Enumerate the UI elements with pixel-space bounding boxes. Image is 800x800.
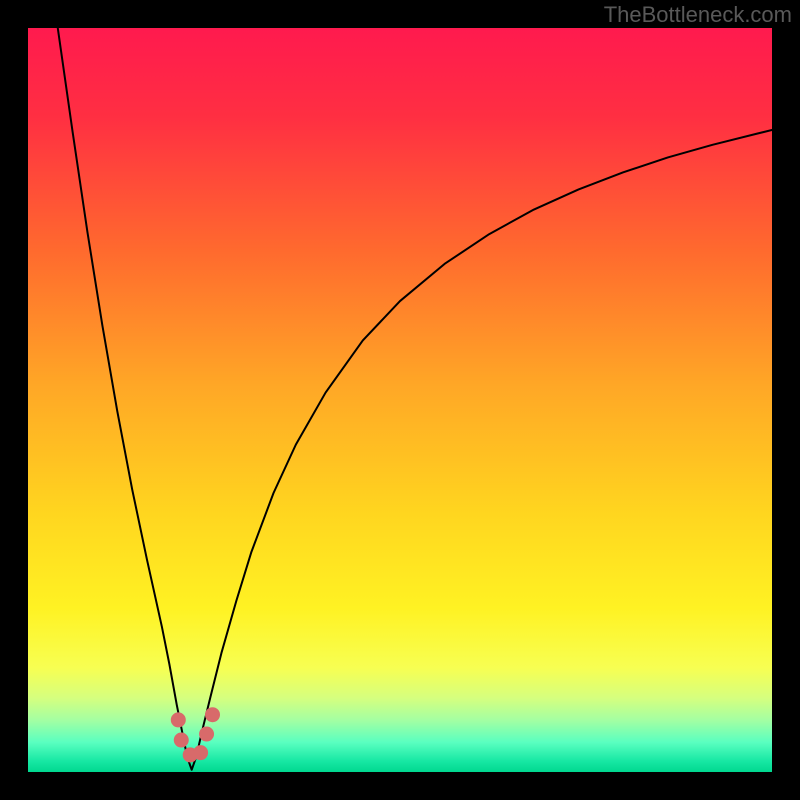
data-dot	[174, 733, 188, 747]
data-dot	[206, 708, 220, 722]
data-dot	[171, 713, 185, 727]
data-dot	[200, 727, 214, 741]
chart-area	[28, 28, 772, 772]
chart-background	[28, 28, 772, 772]
bottleneck-curve-chart	[28, 28, 772, 772]
watermark-text: TheBottleneck.com	[604, 2, 792, 28]
data-dot	[194, 746, 208, 760]
